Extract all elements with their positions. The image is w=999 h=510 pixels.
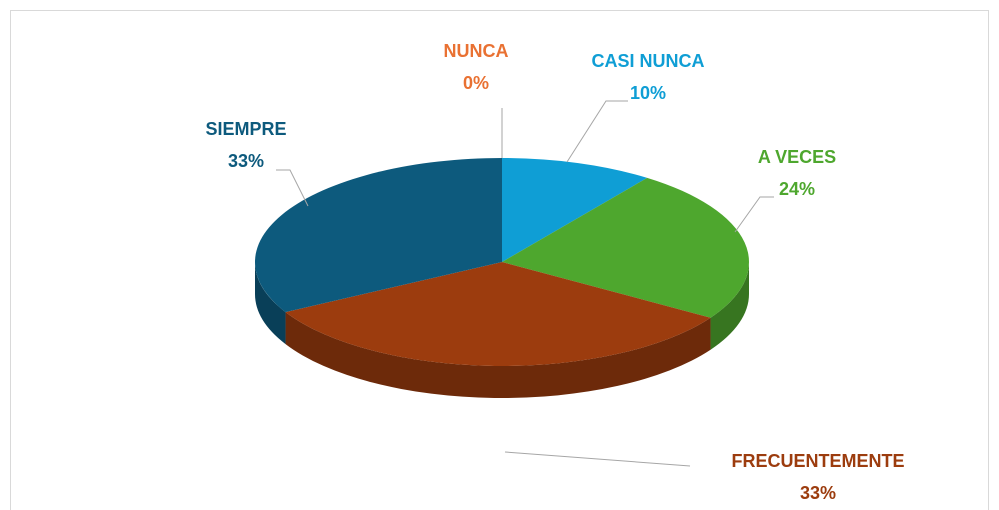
value-label: 33% <box>228 151 264 171</box>
category-label: SIEMPRE <box>205 119 286 139</box>
value-label: 33% <box>800 483 836 503</box>
category-label: NUNCA <box>444 41 509 61</box>
leader-line <box>566 100 628 163</box>
value-label: 10% <box>630 83 666 103</box>
leader-line <box>734 196 774 233</box>
value-label: 24% <box>779 179 815 199</box>
slice <box>254 158 502 313</box>
slice-side <box>255 262 286 345</box>
category-label: FRECUENTEMENTE <box>731 451 904 471</box>
pie-sides <box>255 262 749 398</box>
slice <box>502 158 648 262</box>
slice-side <box>285 312 711 398</box>
pie-tops <box>254 158 749 366</box>
category-label: CASI NUNCA <box>591 51 704 71</box>
slice <box>502 177 749 318</box>
slice <box>285 262 711 366</box>
slice-side <box>710 262 749 350</box>
labels: NUNCA 0% CASI NUNCA 10% A VECES 24% FRECUENTEM… <box>205 41 904 503</box>
leader-line <box>276 169 309 207</box>
category-label: A VECES <box>758 147 836 167</box>
value-label: 0% <box>463 73 489 93</box>
leader-line <box>504 451 691 467</box>
